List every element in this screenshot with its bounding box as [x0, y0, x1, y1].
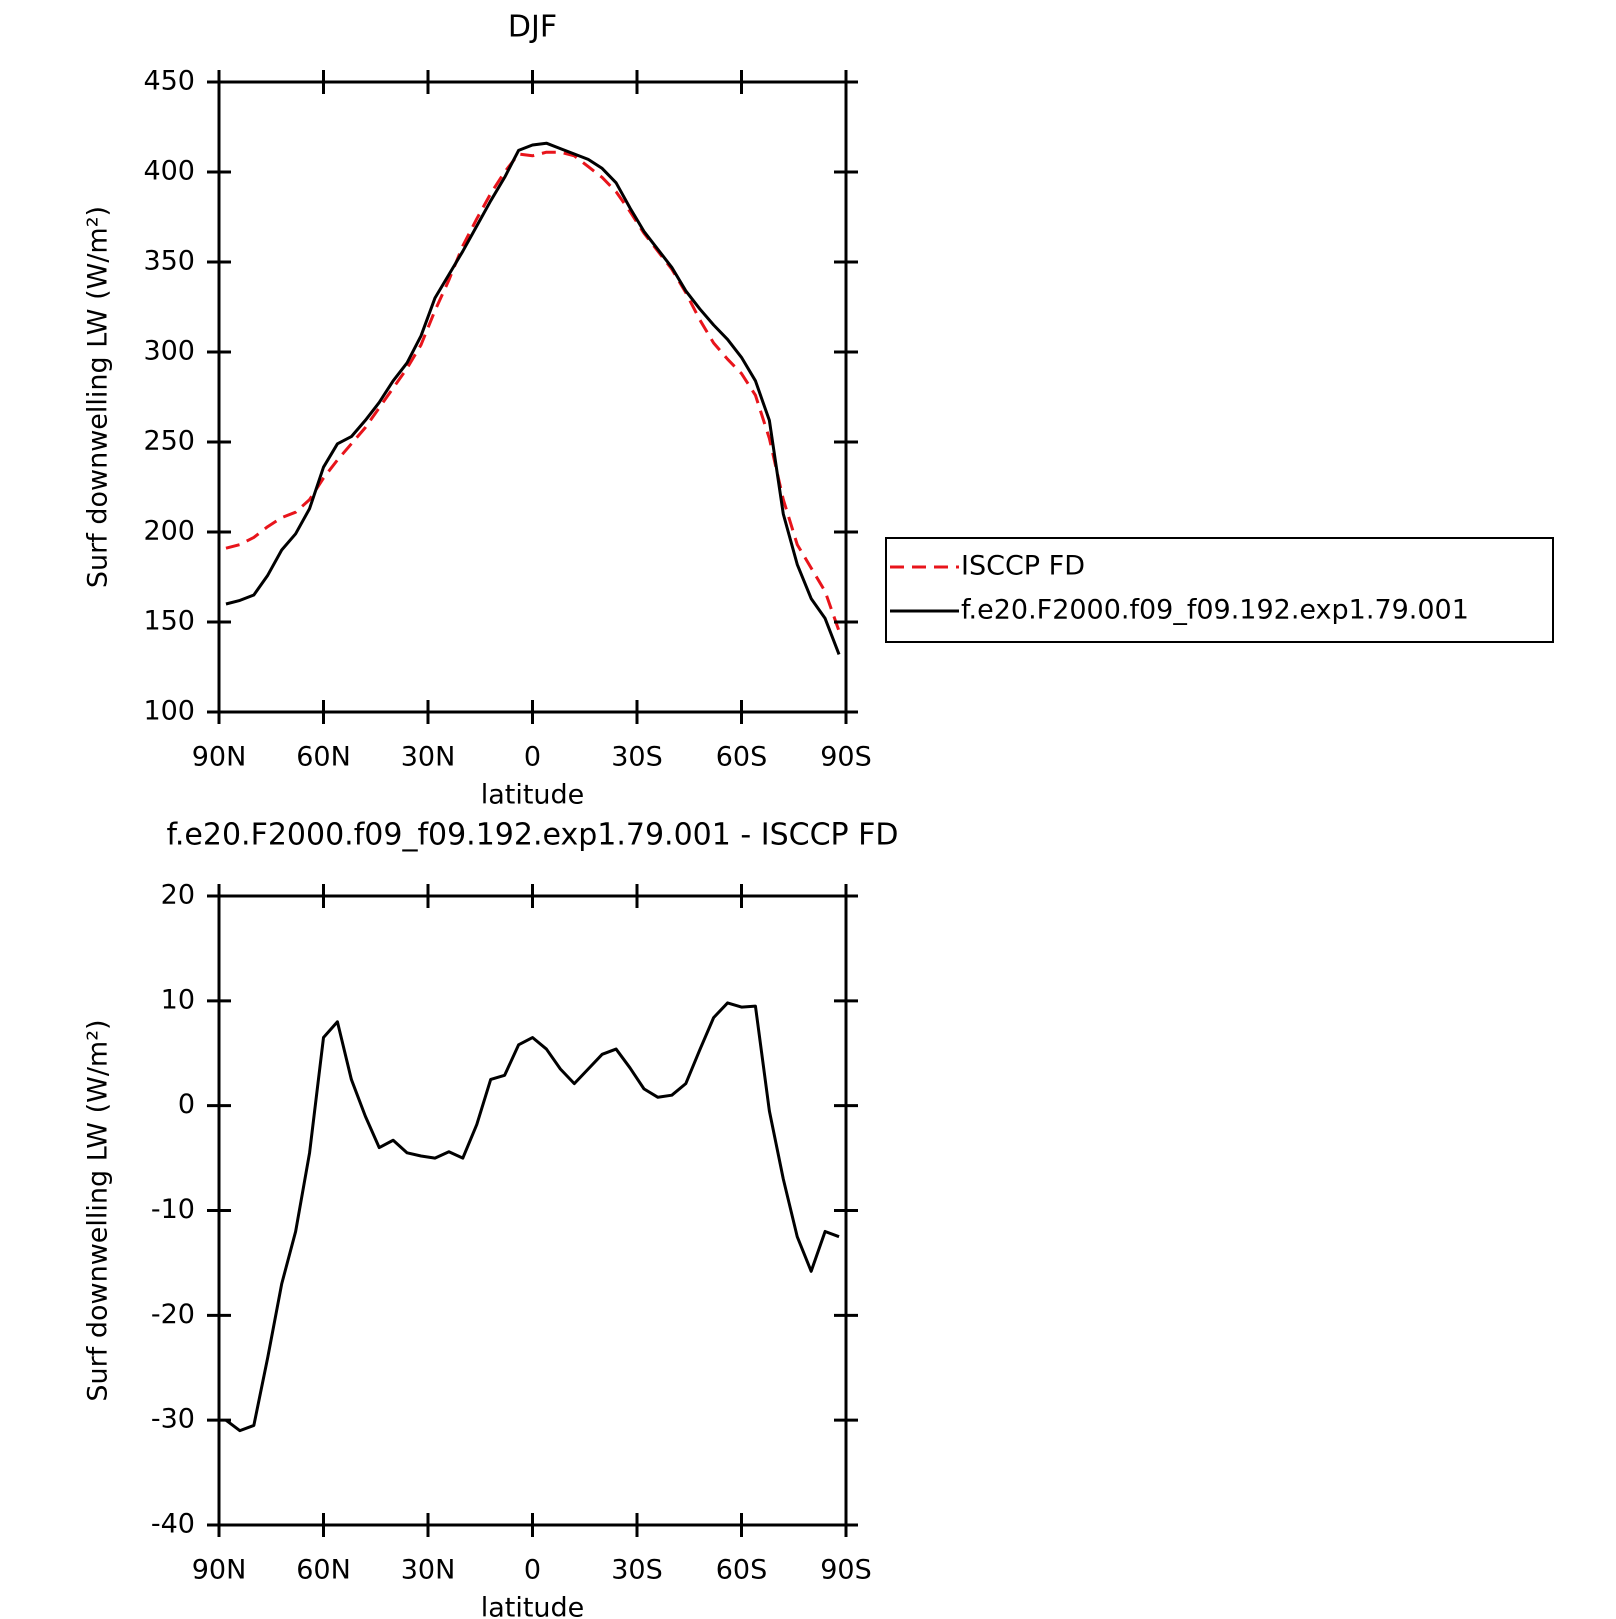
x-tick-label: 60S: [716, 742, 768, 773]
x-tick-label: 90N: [192, 1555, 247, 1586]
y-tick-label: -40: [151, 1509, 195, 1540]
y-tick-label: 400: [143, 156, 195, 187]
y-tick-label: -30: [151, 1404, 195, 1435]
y-tick-label: 100: [143, 696, 195, 727]
plot-frame: [217, 80, 848, 714]
y-tick-label: 20: [161, 880, 195, 911]
x-tick-label: 60N: [296, 742, 351, 773]
x-tick-label: 90N: [192, 742, 247, 773]
chart-title: DJF: [508, 10, 557, 45]
x-tick-label: 30N: [401, 1555, 456, 1586]
y-tick-label: 450: [143, 66, 195, 97]
plot-frame: [217, 894, 848, 1527]
y-tick-label: 250: [143, 426, 195, 457]
y-axis-label: Surf downwelling LW (W/m²): [83, 1019, 114, 1401]
y-tick-label: 10: [161, 984, 195, 1015]
x-tick-label: 60N: [296, 1555, 351, 1586]
series-line: [225, 141, 841, 655]
x-axis-label: latitude: [481, 780, 585, 811]
x-tick-label: 30S: [611, 742, 663, 773]
y-tick-label: 0: [178, 1089, 195, 1120]
chart-title: f.e20.F2000.f09_f09.192.exp1.79.001 - IS…: [166, 818, 898, 853]
y-tick-label: 150: [143, 606, 195, 637]
y-tick-label: -20: [151, 1299, 195, 1330]
x-tick-label: 90S: [820, 1555, 872, 1586]
legend-label: f.e20.F2000.f09_f09.192.exp1.79.001: [961, 595, 1469, 626]
series-line: [225, 150, 841, 632]
y-tick-label: -10: [151, 1194, 195, 1225]
x-tick-label: 30N: [401, 742, 456, 773]
x-tick-label: 90S: [820, 742, 872, 773]
x-tick-label: 60S: [716, 1555, 768, 1586]
x-tick-label: 0: [524, 1555, 541, 1586]
legend-label: ISCCP FD: [961, 551, 1085, 582]
x-tick-label: 0: [524, 742, 541, 773]
series-line: [225, 1001, 840, 1433]
y-tick-label: 300: [143, 336, 195, 367]
legend-box: [885, 537, 1554, 643]
x-tick-label: 30S: [611, 1555, 663, 1586]
x-axis-label: latitude: [481, 1593, 585, 1619]
y-axis-label: Surf downwelling LW (W/m²): [83, 206, 114, 588]
y-tick-label: 350: [143, 246, 195, 277]
y-tick-label: 200: [143, 516, 195, 547]
